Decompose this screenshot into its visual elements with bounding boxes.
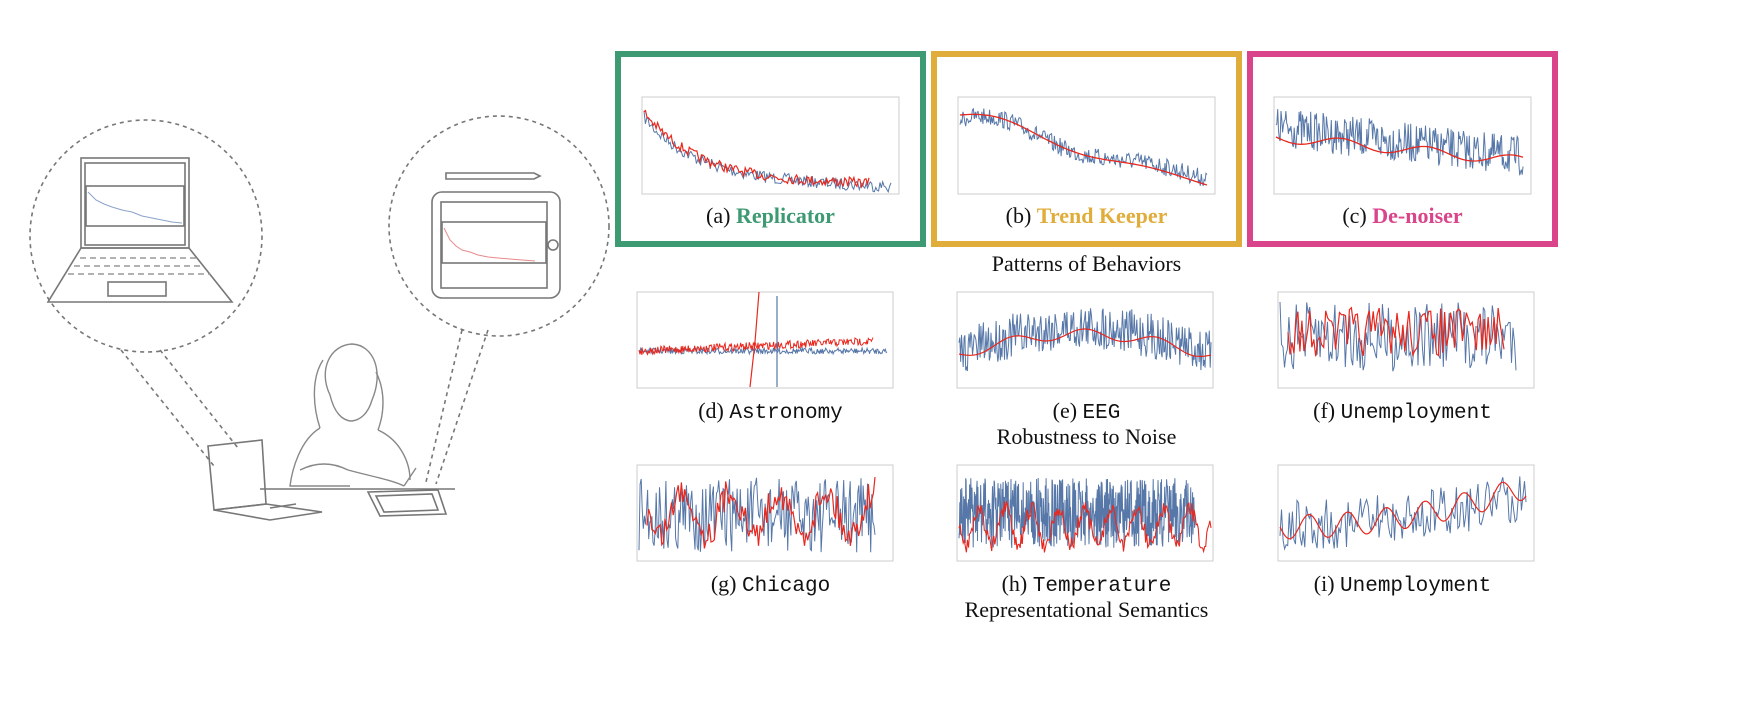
tablet-zoom-circle: [388, 115, 610, 337]
series-g-red: [646, 477, 876, 549]
series-g-blue: [638, 477, 876, 553]
de-noiser-frame: [1247, 51, 1558, 247]
series-h-blue: [958, 477, 1196, 548]
trend-keeper-frame: [931, 51, 1242, 247]
plot-area-b: [957, 96, 1216, 195]
series-h-red: [958, 500, 1212, 554]
series-d-red-spike: [749, 291, 760, 388]
series-c-red: [1275, 136, 1524, 162]
series-f-red: [1287, 306, 1505, 358]
section-title-semantics: Representational Semantics: [964, 597, 1209, 622]
caption-b: (b) Trend Keeper: [1005, 203, 1168, 228]
tablet-icon: [366, 489, 448, 517]
caption-a: (a) Replicator: [706, 203, 835, 228]
section-title-patterns: Patterns of Behaviors: [991, 251, 1182, 276]
series-c-blue: [1275, 109, 1524, 176]
series-a-red: [643, 109, 870, 189]
caption-i: (i) Unemployment: [1313, 571, 1492, 598]
zoomed-laptop-icon: [46, 157, 234, 303]
plot-area-f: [1277, 291, 1535, 389]
caption-g: (g) Chicago: [710, 571, 831, 598]
plot-area-a: [641, 96, 900, 195]
plot-area-e: [956, 291, 1214, 389]
series-e-red: [958, 328, 1212, 357]
series-i-blue: [1279, 476, 1527, 551]
series-a-blue: [643, 110, 892, 194]
caption-c: (c) De-noiser: [1342, 203, 1463, 228]
plot-area-d: [636, 291, 894, 389]
plot-area-h: [956, 464, 1214, 562]
series-i-red: [1279, 481, 1527, 540]
person-with-laptop-and-tablet-illustration: [29, 115, 610, 521]
caption-e: (e) EEG: [1052, 398, 1121, 425]
plot-area-c: [1273, 96, 1532, 195]
series-f-blue: [1279, 301, 1517, 372]
plot-area-g: [636, 464, 894, 562]
section-title-robustness: Robustness to Noise: [996, 424, 1177, 449]
zoomed-tablet-icon: [431, 172, 561, 299]
series-d-red: [638, 337, 874, 356]
series-e-blue: [958, 308, 1212, 372]
laptop-zoom-circle: [29, 119, 263, 353]
caption-h: (h) Temperature: [1001, 571, 1172, 598]
series-b-red: [959, 113, 1208, 186]
series-b-blue: [959, 107, 1208, 187]
caption-d: (d) Astronomy: [698, 398, 843, 425]
replicator-frame: [615, 51, 926, 247]
laptop-icon: [207, 439, 323, 521]
person-sketch: [289, 343, 417, 487]
plot-area-i: [1277, 464, 1535, 562]
caption-f: (f) Unemployment: [1313, 398, 1492, 425]
